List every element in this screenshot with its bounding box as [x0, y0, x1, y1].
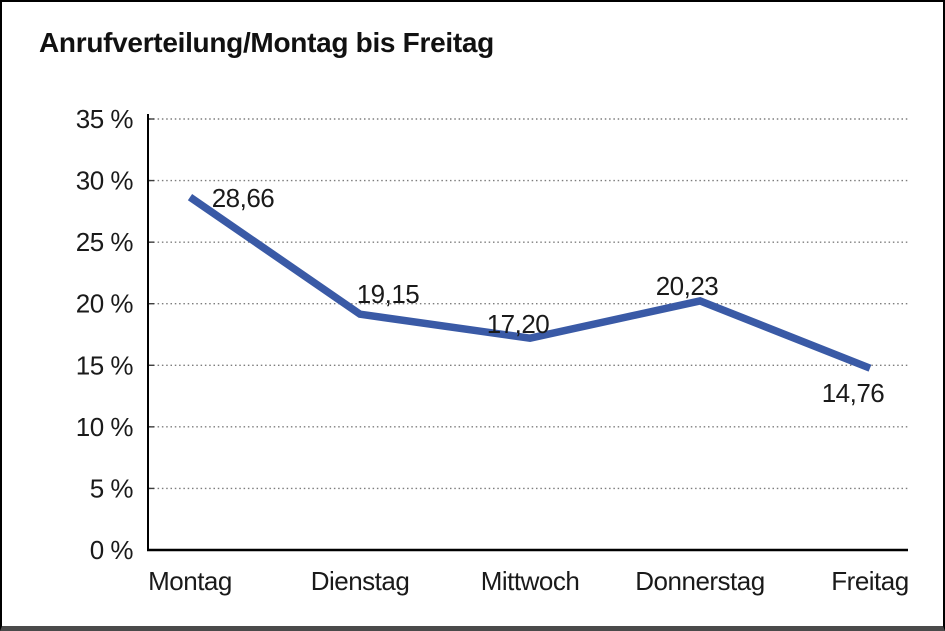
y-axis-label: 10 % — [76, 412, 134, 442]
chart-title: Anrufverteilung/Montag bis Freitag — [39, 27, 494, 58]
x-axis-label: Freitag — [831, 566, 908, 596]
y-axis-label: 25 % — [76, 227, 134, 257]
x-axis-label: Donnerstag — [635, 566, 764, 596]
data-point-label: 19,15 — [357, 279, 420, 309]
y-axis-label: 35 % — [76, 104, 134, 134]
y-axis-label: 30 % — [76, 166, 134, 196]
x-axis-label: Dienstag — [311, 566, 410, 596]
data-point-label: 20,23 — [656, 271, 719, 301]
y-axis-label: 0 % — [90, 535, 134, 565]
data-point-label: 17,20 — [487, 309, 550, 339]
y-axis-label: 20 % — [76, 289, 134, 319]
data-point-label: 14,76 — [822, 378, 885, 408]
data-point-label: 28,66 — [212, 183, 275, 213]
y-axis-label: 5 % — [90, 473, 134, 503]
x-axis-label: Montag — [148, 566, 232, 596]
x-axis-label: Mittwoch — [481, 566, 580, 596]
data-line — [187, 194, 872, 372]
y-axis-label: 15 % — [76, 350, 134, 380]
